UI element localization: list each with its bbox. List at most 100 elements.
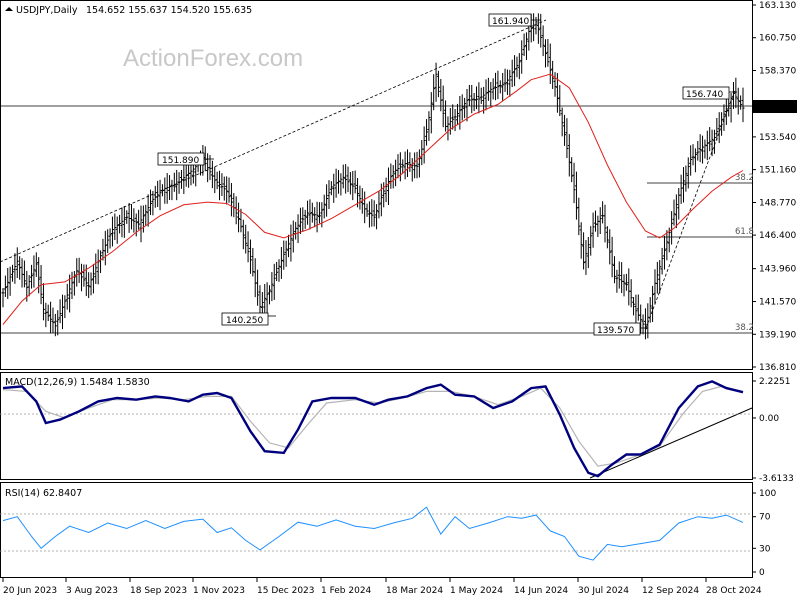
time-tick-label: 30 Jul 2024	[578, 586, 629, 596]
svg-text:139.570: 139.570	[597, 326, 634, 336]
ohlc-bar	[11, 264, 15, 282]
ohlc-bar	[741, 87, 745, 123]
ohlc-bar	[427, 111, 431, 141]
ohlc-bar	[448, 108, 452, 135]
ohlc-bar	[684, 165, 688, 192]
ohlc-bar	[218, 170, 222, 201]
ohlc-bar	[241, 219, 245, 250]
ohlc-bar	[1, 288, 5, 308]
ohlc-bar	[389, 163, 393, 189]
ohlc-bar	[94, 253, 98, 285]
ohlc-bar	[484, 79, 488, 111]
ohlc-bar	[408, 152, 412, 172]
ohlc-bar	[608, 229, 612, 265]
ohlc-bar	[472, 92, 476, 112]
rising-trend-line	[645, 89, 736, 329]
ohlc-bar	[470, 84, 474, 114]
ohlc-bar	[277, 259, 281, 282]
ohlc-bar	[546, 38, 550, 67]
ohlc-bar	[325, 184, 329, 217]
ohlc-bar	[494, 72, 498, 101]
macd-title: MACD(12,26,9) 1.5484 1.5830	[5, 377, 150, 388]
ohlc-bar	[610, 236, 614, 278]
time-tick-label: 14 Jun 2024	[514, 586, 568, 596]
ohlc-bar	[353, 170, 357, 194]
ohlc-bar	[327, 180, 331, 210]
ohlc-bar	[577, 197, 581, 236]
ohlc-bar	[258, 285, 262, 317]
ohlc-bar	[246, 231, 250, 263]
ohlc-bar	[491, 78, 495, 100]
ohlc-bar	[46, 304, 50, 322]
ohlc-bar	[615, 269, 619, 293]
ohlc-bar	[701, 135, 705, 164]
ohlc-bar	[486, 77, 490, 101]
ohlc-bar	[517, 53, 521, 80]
time-tick-label: 18 Mar 2024	[386, 586, 443, 596]
ohlc-bar	[156, 180, 160, 207]
ohlc-bar	[372, 200, 376, 227]
ohlc-bar	[489, 82, 493, 107]
time-tick-label: 18 Sep 2023	[130, 586, 187, 596]
ohlc-bar	[8, 266, 12, 296]
ohlc-bar	[27, 275, 31, 297]
ohlc-bar	[267, 285, 271, 305]
ohlc-bar	[510, 59, 514, 88]
ohlc-bar	[712, 129, 716, 154]
ohlc-bar	[477, 82, 481, 114]
callout-140250: 140.250	[221, 312, 276, 326]
ohlc-bar	[358, 185, 362, 210]
ohlc-bar	[505, 69, 509, 95]
ohlc-bar	[658, 260, 662, 294]
ohlc-bar	[541, 25, 545, 57]
ohlc-bar	[501, 72, 505, 102]
ohlc-bar	[275, 261, 279, 282]
ohlc-bar	[58, 299, 62, 324]
rsi-tick-label: 70	[759, 513, 771, 523]
ohlc-bar	[89, 272, 93, 296]
ohlc-bar	[586, 236, 590, 269]
price-tick-label: 146.400	[759, 231, 796, 241]
ohlc-bar	[567, 134, 571, 177]
ohlc-bar	[6, 267, 10, 299]
ohlc-bar	[465, 88, 469, 122]
ohlc-bar	[53, 313, 57, 337]
time-tick-label: 12 Sep 2024	[642, 586, 699, 596]
ohlc-bar	[3, 275, 7, 297]
rsi-tick-label: 0	[759, 568, 765, 578]
ohlc-bar	[496, 70, 500, 100]
ohlc-bar	[137, 209, 141, 230]
ohlc-bar	[632, 297, 636, 316]
rsi-line	[2, 506, 744, 561]
price-tick-label: 141.570	[759, 298, 796, 308]
ohlc-bar	[82, 264, 86, 287]
ohlc-bar	[306, 200, 310, 225]
ohlc-bar	[722, 104, 726, 131]
ohlc-bar	[356, 178, 360, 208]
ohlc-bar	[563, 114, 567, 146]
ohlc-bar	[184, 161, 188, 187]
ohlc-bar	[175, 169, 179, 201]
ohlc-bar	[146, 194, 150, 227]
ohlc-bar	[346, 166, 350, 193]
ohlc-bar	[115, 216, 119, 244]
ohlc-bar	[532, 13, 536, 42]
collapse-arrow-icon[interactable]	[5, 7, 13, 11]
time-tick-label: 1 Nov 2023	[193, 586, 245, 596]
ohlc-bar	[691, 144, 695, 166]
ohlc-bar	[227, 177, 231, 203]
time-tick-label: 28 Oct 2024	[706, 586, 762, 596]
ohlc-bar	[220, 173, 224, 196]
ohlc-bar	[344, 164, 348, 194]
ohlc-bar	[622, 274, 626, 297]
ohlc-bar	[263, 283, 267, 313]
ohlc-bar	[475, 86, 479, 110]
ohlc-bar	[598, 207, 602, 235]
ohlc-bar	[391, 165, 395, 189]
ohlc-bar	[308, 199, 312, 230]
ohlc-bar	[329, 181, 333, 196]
ohlc-bar	[303, 209, 307, 229]
ohlc-bar	[432, 74, 436, 111]
ohlc-bar	[639, 304, 643, 334]
